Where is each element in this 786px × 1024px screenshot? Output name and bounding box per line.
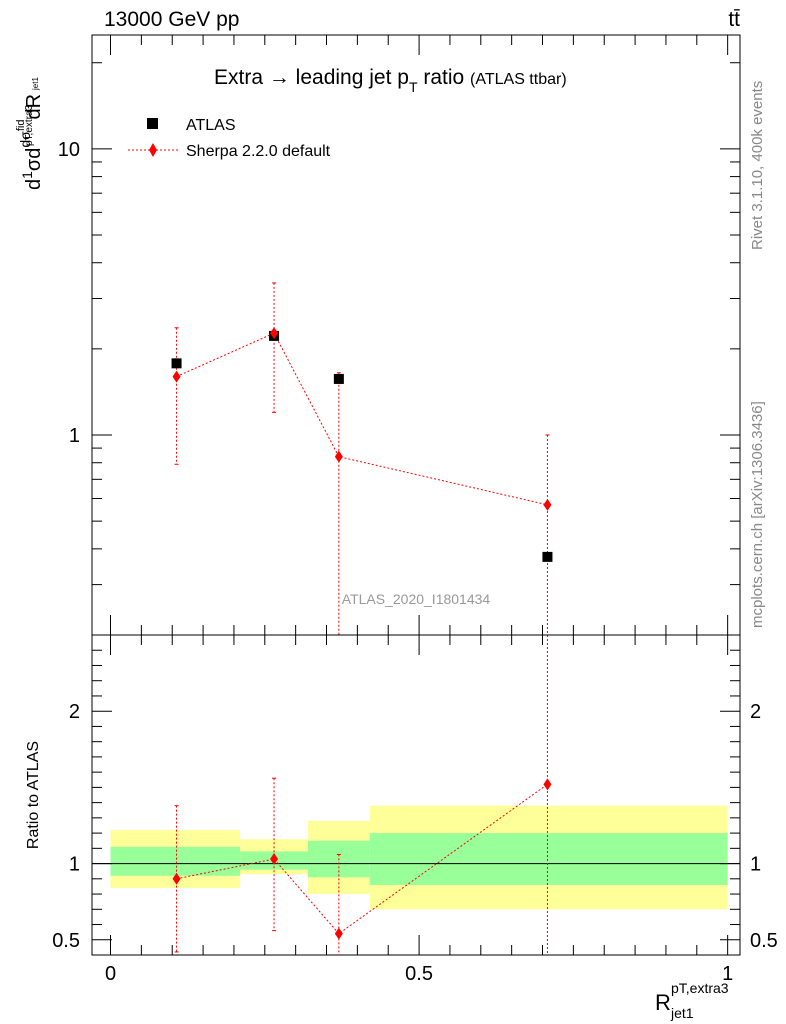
svg-text:R: R xyxy=(655,990,671,1015)
atlas-data-point xyxy=(171,358,182,369)
ratio-y-tick-label-right: 2 xyxy=(750,701,761,723)
chart-subtitle: (ATLAS ttbar) xyxy=(470,71,567,88)
ratio-marks xyxy=(172,635,552,955)
main-y-tick-label: 10 xyxy=(58,139,80,161)
main-axis-ticks: 1 10 xyxy=(58,35,740,636)
legend-sherpa-label: Sherpa 2.2.0 default xyxy=(186,143,331,160)
x-axis-label: R pT,extra3 jet1 xyxy=(655,980,729,1021)
chart-title-main: Extra → leading jet p xyxy=(214,66,409,89)
sherpa-data-point xyxy=(270,327,279,340)
ratio-y-tick-label: 2 xyxy=(69,701,80,723)
ratio-y-tick-label-right: 1 xyxy=(750,854,761,876)
svg-text:jet1: jet1 xyxy=(670,1005,694,1021)
mcplots-reference-text: mcplots.cern.ch [arXiv:1306.3436] xyxy=(749,401,766,628)
header-energy: 13000 GeV pp xyxy=(104,8,239,31)
ratio-data-point xyxy=(172,872,181,885)
x-tick-label: 0 xyxy=(105,963,116,985)
analysis-watermark: ATLAS_2020_I1801434 xyxy=(342,591,491,607)
x-tick-label: 0.5 xyxy=(405,963,433,985)
main-y-tick-label: 1 xyxy=(69,425,80,447)
svg-text:jet1: jet1 xyxy=(31,77,40,91)
ratio-band-green xyxy=(369,833,728,885)
atlas-data-point xyxy=(542,551,553,562)
legend-sherpa-marker xyxy=(149,143,157,157)
ratio-y-axis-label: Ratio to ATLAS xyxy=(25,741,42,849)
sherpa-data-point xyxy=(172,370,181,383)
sherpa-line xyxy=(176,332,548,506)
chart-title: Extra → leading jet pT ratio (ATLAS ttba… xyxy=(214,66,567,95)
sherpa-data-point xyxy=(543,498,552,511)
ratio-frame xyxy=(91,634,741,956)
chart-title-subscript: T xyxy=(409,79,418,95)
ratio-axis-ticks: 0.5 0.5 1 1 2 2 0 0.5 1 xyxy=(52,634,778,985)
ratio-data-point xyxy=(270,853,279,865)
ratio-y-tick-label: 1 xyxy=(69,854,80,876)
main-y-axis-label: d1σddσfiddR pT,extra3 jet1 xyxy=(15,77,45,190)
svg-text:pT,extra3: pT,extra3 xyxy=(24,104,35,146)
chart-title-tail: ratio xyxy=(418,66,471,89)
legend: ATLAS Sherpa 2.2.0 default xyxy=(128,117,331,160)
legend-atlas-marker xyxy=(147,118,158,129)
ratio-panel: 0.5 0.5 1 1 2 2 0 0.5 1 Ratio to ATLAS xyxy=(25,634,778,985)
sherpa-data-point xyxy=(334,450,343,463)
ratio-data-point xyxy=(543,778,552,791)
svg-text:pT,extra3: pT,extra3 xyxy=(671,980,729,996)
ratio-data-point xyxy=(334,927,343,940)
legend-atlas-label: ATLAS xyxy=(186,117,236,134)
ratio-uncertainty-bands xyxy=(92,805,740,910)
main-marks xyxy=(171,282,553,635)
ratio-y-tick-label: 0.5 xyxy=(52,930,80,952)
main-panel: 1 10 Extra → leading jet pT ratio (ATLAS … xyxy=(15,34,741,636)
atlas-data-point xyxy=(333,373,344,384)
header-process: tt̄ xyxy=(728,8,740,31)
x-tick-label: 1 xyxy=(722,963,733,985)
ratio-y-tick-label-right: 0.5 xyxy=(750,930,778,952)
ratio-band-green xyxy=(110,846,241,876)
ratio-sherpa-line xyxy=(176,783,548,935)
rivet-version-text: Rivet 3.1.10, 400k events xyxy=(749,81,766,250)
